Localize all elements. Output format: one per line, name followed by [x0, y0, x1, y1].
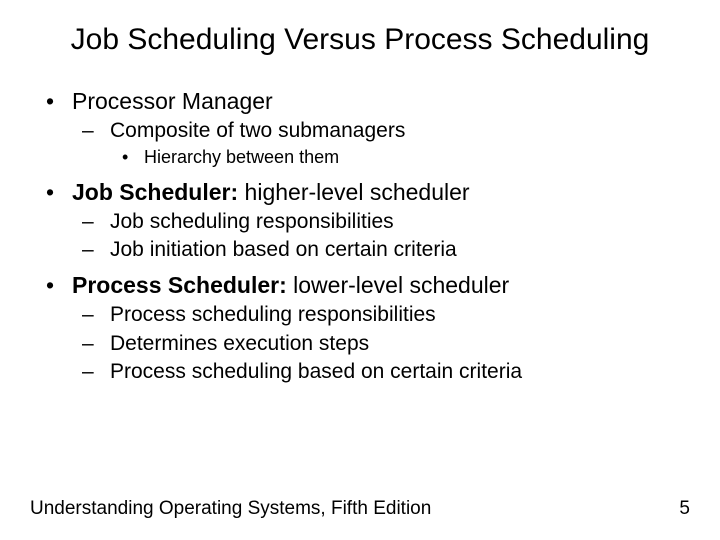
bullet-l2: – Job initiation based on certain criter…	[42, 236, 690, 264]
page-number: 5	[679, 498, 690, 520]
dash-icon: –	[82, 330, 110, 358]
bullet-icon: •	[42, 177, 72, 208]
dash-icon: –	[82, 236, 110, 264]
bullet-text: Process scheduling responsibilities	[110, 301, 436, 329]
bullet-l3: • Hierarchy between them	[42, 145, 690, 170]
bullet-text: Process Scheduler: lower-level scheduler	[72, 270, 509, 301]
bullet-icon: •	[42, 86, 72, 117]
bullet-text: Process scheduling based on certain crit…	[110, 358, 522, 386]
bullet-l1: • Job Scheduler: higher-level scheduler …	[42, 177, 690, 265]
bullet-text: Processor Manager	[72, 86, 273, 117]
bullet-l2: – Composite of two submanagers • Hierarc…	[42, 117, 690, 171]
dash-icon: –	[82, 117, 110, 145]
bullet-text: Determines execution steps	[110, 330, 369, 358]
bullet-l2: – Process scheduling responsibilities	[42, 301, 690, 329]
bullet-l2: – Job scheduling responsibilities	[42, 208, 690, 236]
bullet-text: Hierarchy between them	[144, 145, 339, 170]
bullet-text: Job Scheduler: higher-level scheduler	[72, 177, 470, 208]
footer-text: Understanding Operating Systems, Fifth E…	[30, 498, 431, 520]
bullet-text: Job initiation based on certain criteria	[110, 236, 457, 264]
bullet-text: Job scheduling responsibilities	[110, 208, 394, 236]
bullet-icon: •	[42, 270, 72, 301]
dash-icon: –	[82, 301, 110, 329]
bullet-l2: – Determines execution steps	[42, 330, 690, 358]
bullet-l2: – Process scheduling based on certain cr…	[42, 358, 690, 386]
slide-footer: Understanding Operating Systems, Fifth E…	[30, 498, 690, 520]
bullet-l1: • Process Scheduler: lower-level schedul…	[42, 270, 690, 386]
bullet-text: Composite of two submanagers	[110, 117, 405, 145]
slide-title: Job Scheduling Versus Process Scheduling	[30, 22, 690, 58]
slide-body: • Processor Manager – Composite of two s…	[30, 86, 690, 386]
bullet-l1: • Processor Manager – Composite of two s…	[42, 86, 690, 171]
dash-icon: –	[82, 208, 110, 236]
dash-icon: –	[82, 358, 110, 386]
bullet-icon: •	[122, 145, 144, 170]
